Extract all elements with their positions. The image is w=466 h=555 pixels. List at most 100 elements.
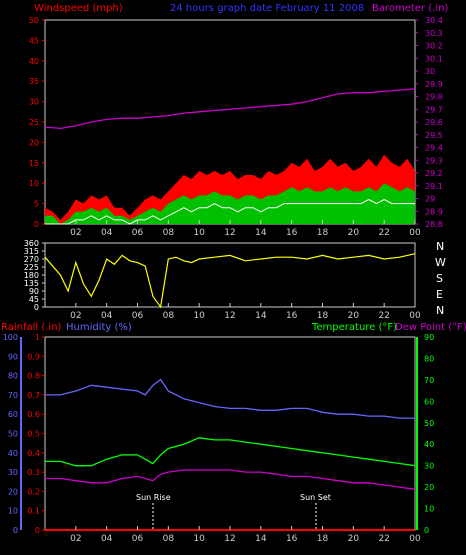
barometer-y-tick-label: 30: [425, 67, 435, 76]
humidity-y-tick-label: 70: [8, 391, 18, 400]
humidity-axis-title: Humidity (%): [66, 322, 132, 333]
barometer-y-tick-label: 29.2: [425, 169, 443, 178]
direction-x-tick-label: 14: [255, 311, 267, 321]
wind-x-tick-label: 10: [193, 228, 205, 238]
windspeed-y-tick-label: 35: [29, 77, 39, 86]
graph-title: 24 hours graph date February 11 2008: [170, 3, 364, 14]
temperature-line: [45, 437, 416, 467]
atmosphere-x-tick-label: 06: [132, 534, 144, 544]
rainfall-y-tick-label: 0.4: [27, 449, 40, 458]
direction-x-tick-label: 08: [163, 311, 175, 321]
direction-x-tick-label: 20: [348, 311, 360, 321]
compass-label-e: E: [436, 288, 443, 301]
humidity-y-tick-label: 30: [8, 468, 18, 477]
atmosphere-x-tick-label: 04: [101, 534, 113, 544]
atmosphere-x-tick-label: 00: [409, 534, 421, 544]
windspeed-y-tick-label: 30: [29, 98, 39, 107]
barometer-y-tick-label: 29: [425, 195, 435, 204]
temperature-y-tick-label: 70: [424, 376, 434, 385]
humidity-line: [45, 378, 415, 419]
wind-x-tick-label: 08: [163, 228, 175, 238]
atmosphere-x-tick-label: 12: [224, 534, 235, 544]
atmosphere-x-tick-label: 22: [378, 534, 389, 544]
windspeed-y-tick-label: 5: [34, 200, 39, 209]
windspeed-axis-title: Windspeed (mph): [34, 3, 123, 14]
humidity-y-tick-label: 100: [3, 333, 18, 342]
direction-x-tick-label: 02: [70, 311, 81, 321]
windspeed-y-tick-label: 15: [29, 159, 39, 168]
temperature-y-tick-label: 80: [424, 354, 434, 363]
direction-y-tick-label: 360: [24, 239, 39, 248]
wind-panel: 0 5 10 15 20 25 30 35 40 45 50 28.8 28.9 29 29.1 29.2 29…: [29, 16, 443, 238]
direction-x-tick-label: 00: [409, 311, 421, 321]
humidity-y-tick-label: 0: [13, 526, 18, 535]
dewpoint-line: [45, 469, 416, 490]
dewpoint-axis-title: Dew Point (°F): [395, 322, 466, 333]
direction-x-tick-label: 16: [286, 311, 298, 321]
windspeed-y-tick-label: 50: [29, 16, 39, 25]
atmosphere-panel-frame: [44, 336, 416, 531]
wind-x-tick-label: 14: [255, 228, 267, 238]
atmosphere-x-tick-label: 10: [193, 534, 205, 544]
rainfall-y-tick-label: 0.9: [27, 352, 40, 361]
temperature-y-tick-label: 50: [424, 419, 434, 428]
windspeed-y-tick-label: 45: [29, 36, 39, 45]
rainfall-y-tick-label: 0.1: [27, 507, 40, 516]
direction-y-tick-label: 135: [24, 279, 39, 288]
direction-x-tick-label: 10: [193, 311, 205, 321]
barometer-y-tick-label: 29.4: [425, 144, 443, 153]
windspeed-y-tick-label: 25: [29, 118, 39, 127]
atmosphere-x-tick-label: 14: [255, 534, 267, 544]
barometer-y-tick-label: 30.4: [425, 16, 443, 25]
windspeed-y-tick-label: 20: [29, 138, 39, 147]
sunrise-label: Sun Rise: [136, 493, 171, 502]
temperature-y-tick-label: 30: [424, 462, 434, 471]
atmosphere-x-tick-label: 08: [163, 534, 175, 544]
compass-label-w: W: [435, 256, 446, 269]
humidity-y-tick-label: 10: [8, 507, 18, 516]
barometer-y-tick-label: 29.9: [425, 80, 443, 89]
humidity-y-tick-label: 50: [8, 430, 18, 439]
barometer-y-tick-label: 28.8: [425, 220, 443, 229]
temperature-y-tick-label: 10: [424, 505, 434, 514]
barometer-y-tick-label: 29.3: [425, 156, 443, 165]
atmosphere-x-tick-label: 18: [317, 534, 329, 544]
wind-x-tick-label: 04: [101, 228, 113, 238]
wind-x-tick-label: 00: [409, 228, 421, 238]
atmosphere-x-tick-label: 02: [70, 534, 81, 544]
humidity-y-tick-label: 20: [8, 487, 18, 496]
barometer-y-tick-label: 30.2: [425, 42, 443, 51]
windspeed-y-tick-label: 40: [29, 57, 39, 66]
atmosphere-x-tick-label: 20: [348, 534, 360, 544]
barometer-y-tick-label: 29.5: [425, 131, 443, 140]
barometer-y-tick-label: 30.1: [425, 54, 443, 63]
direction-x-tick-label: 18: [317, 311, 329, 321]
rainfall-y-tick-label: 0.3: [27, 468, 40, 477]
barometer-y-tick-label: 30.3: [425, 29, 443, 38]
direction-x-tick-label: 06: [132, 311, 144, 321]
direction-x-tick-label: 22: [378, 311, 389, 321]
atmosphere-panel: 010203040506070809010000.10.20.30.40.50.…: [3, 333, 434, 544]
rainfall-y-tick-label: 0.8: [27, 372, 40, 381]
wind-x-tick-label: 06: [132, 228, 144, 238]
barometer-axis-title: Barometer (.in): [372, 3, 448, 14]
rainfall-y-tick-label: 0.2: [27, 487, 40, 496]
barometer-y-tick-label: 29.6: [425, 118, 443, 127]
rainfall-y-tick-label: 0: [35, 526, 40, 535]
direction-y-tick-label: 270: [24, 255, 39, 264]
temperature-y-tick-label: 20: [424, 483, 434, 492]
barometer-y-tick-label: 29.7: [425, 105, 443, 114]
wind-x-tick-label: 22: [378, 228, 389, 238]
rainfall-axis-title: Rainfall (.in): [1, 322, 62, 333]
barometer-y-tick-label: 29.1: [425, 182, 443, 191]
windspeed-y-tick-label: 10: [29, 179, 39, 188]
direction-x-tick-label: 12: [224, 311, 235, 321]
humidity-y-tick-label: 90: [8, 352, 18, 361]
rainfall-y-tick-label: 0.7: [27, 391, 40, 400]
barometer-y-tick-label: 29.8: [425, 93, 443, 102]
direction-y-tick-label: 45: [29, 295, 39, 304]
wind-x-tick-label: 16: [286, 228, 298, 238]
direction-x-tick-label: 04: [101, 311, 113, 321]
